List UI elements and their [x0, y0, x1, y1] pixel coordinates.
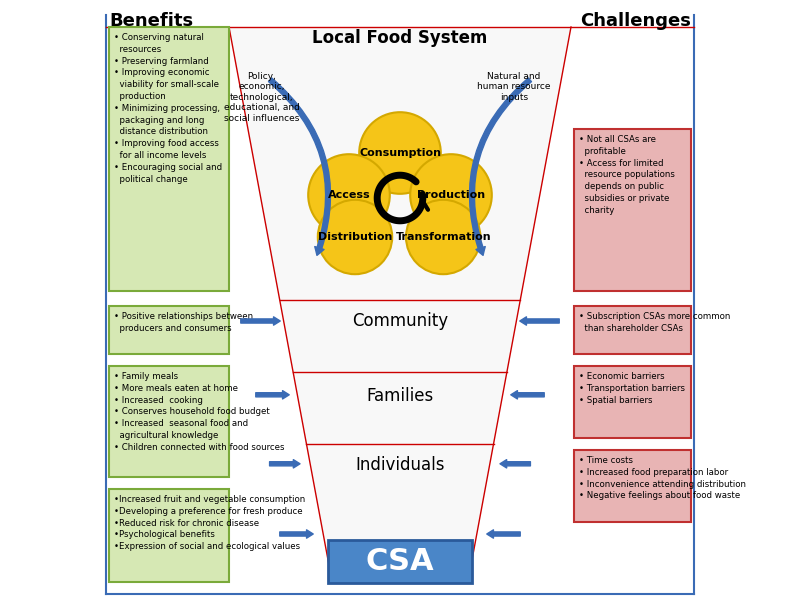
FancyArrowPatch shape: [256, 391, 290, 399]
FancyArrowPatch shape: [470, 78, 531, 256]
FancyBboxPatch shape: [109, 366, 229, 477]
Text: Consumption: Consumption: [359, 148, 441, 158]
Polygon shape: [229, 27, 571, 576]
Text: Access: Access: [328, 190, 370, 200]
Circle shape: [359, 112, 441, 194]
Text: Distribution: Distribution: [318, 232, 392, 242]
Circle shape: [406, 200, 480, 274]
Text: Production: Production: [417, 190, 485, 200]
FancyBboxPatch shape: [574, 366, 691, 438]
Text: •Increased fruit and vegetable consumption
•Developing a preference for fresh pr: •Increased fruit and vegetable consumpti…: [114, 495, 305, 551]
Text: Policy,
economic,
technological,
educational, and
social influences: Policy, economic, technological, educati…: [224, 72, 300, 122]
Text: • Subscription CSAs more common
  than shareholder CSAs: • Subscription CSAs more common than sha…: [578, 312, 730, 333]
Text: Challenges: Challenges: [580, 12, 691, 30]
Text: • Family meals
• More meals eaten at home
• Increased  cooking
• Conserves house: • Family meals • More meals eaten at hom…: [114, 372, 284, 452]
FancyArrowPatch shape: [520, 317, 559, 325]
Circle shape: [318, 200, 392, 274]
FancyArrowPatch shape: [486, 530, 520, 538]
FancyBboxPatch shape: [574, 450, 691, 522]
Text: Natural and
human resource
inputs: Natural and human resource inputs: [478, 72, 550, 102]
FancyArrowPatch shape: [241, 317, 280, 325]
Text: Transformation: Transformation: [395, 232, 491, 242]
Text: • Economic barriers
• Transportation barriers
• Spatial barriers: • Economic barriers • Transportation bar…: [578, 372, 685, 404]
FancyBboxPatch shape: [109, 306, 229, 354]
Text: • Time costs
• Increased food preparation labor
• Inconvenience attending distri: • Time costs • Increased food preparatio…: [578, 456, 746, 500]
FancyArrowPatch shape: [269, 78, 330, 256]
FancyBboxPatch shape: [328, 540, 472, 583]
Circle shape: [410, 154, 492, 236]
FancyArrowPatch shape: [500, 460, 530, 468]
FancyBboxPatch shape: [109, 27, 229, 291]
Text: Local Food System: Local Food System: [312, 29, 488, 47]
Text: Community: Community: [352, 312, 448, 330]
Text: Families: Families: [366, 387, 434, 405]
FancyBboxPatch shape: [574, 129, 691, 291]
FancyArrowPatch shape: [280, 530, 314, 538]
FancyBboxPatch shape: [109, 489, 229, 582]
Text: CSA: CSA: [366, 547, 434, 576]
Text: • Positive relationships between
  producers and consumers: • Positive relationships between produce…: [114, 312, 253, 333]
FancyArrowPatch shape: [510, 391, 544, 399]
FancyArrowPatch shape: [270, 460, 300, 468]
Text: • Not all CSAs are
  profitable
• Access for limited
  resource populations
  de: • Not all CSAs are profitable • Access f…: [578, 135, 674, 215]
Circle shape: [308, 154, 390, 236]
Text: Benefits: Benefits: [109, 12, 193, 30]
FancyBboxPatch shape: [574, 306, 691, 354]
Text: Individuals: Individuals: [355, 456, 445, 474]
Text: • Conserving natural
  resources
• Preserving farmland
• Improving economic
  vi: • Conserving natural resources • Preserv…: [114, 33, 222, 184]
